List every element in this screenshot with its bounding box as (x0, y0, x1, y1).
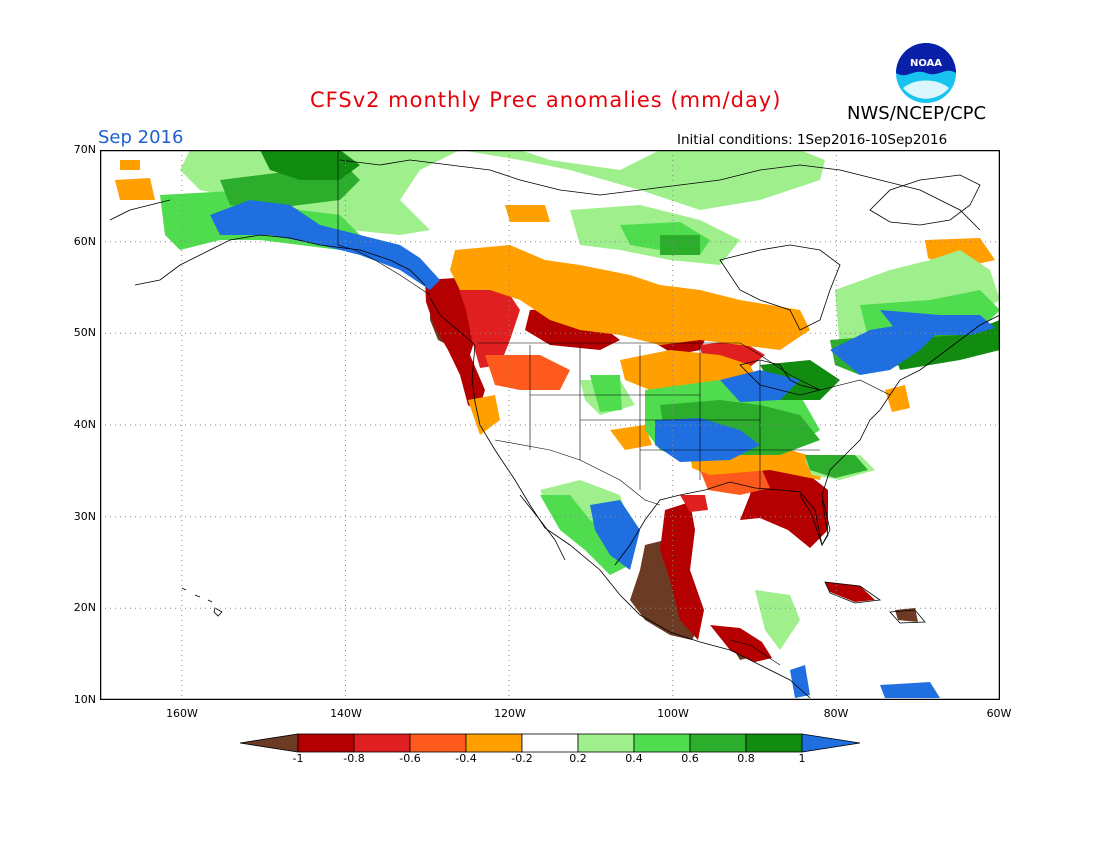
coastline-north-america (429, 297, 811, 699)
coastline-arctic (339, 159, 981, 231)
noaa-logo: NOAA (896, 43, 956, 103)
anomaly-orange-texas (610, 425, 652, 450)
colorbar-label-pos06: 0.6 (681, 752, 699, 765)
colorbar-label-pos1: 1 (798, 752, 806, 765)
coastline-baja (519, 494, 566, 561)
border-central-america (729, 639, 781, 666)
anomaly-blue-caribbean (880, 682, 940, 698)
lon-label-160w: 160W (166, 707, 198, 720)
coastline-lakes (739, 359, 821, 396)
colorbar-swatch-pos06 (689, 733, 747, 753)
border-us-mexico (494, 439, 661, 506)
colorbar-swatch-neg08 (297, 733, 355, 753)
lat-label-10n: 10N (73, 693, 96, 706)
border-us-canada (478, 342, 891, 396)
anomaly-orange-arctic (505, 205, 550, 222)
anomaly-midgreen-west (590, 375, 622, 412)
anomaly-orange-canada (450, 245, 810, 350)
colorbar-swatch-neg04 (409, 733, 467, 753)
lat-label-40n: 40N (73, 418, 96, 431)
colorbar-label-neg08: -0.8 (343, 752, 365, 765)
lat-label-30n: 30N (73, 510, 96, 523)
anomaly-blue-central-america (790, 665, 810, 698)
colorbar-label-pos02: 0.2 (569, 752, 587, 765)
precip-anomaly-map (100, 150, 1000, 700)
coastline-gulf (614, 394, 891, 566)
forecast-month: Sep 2016 (98, 127, 184, 148)
anomaly-darkred-cuba (825, 582, 875, 602)
colorbar-label-pos08: 0.8 (737, 752, 755, 765)
colorbar-label-neg04: -0.4 (455, 752, 477, 765)
lon-label-120w: 120W (494, 707, 526, 720)
anomaly-green-carolinas (805, 455, 868, 478)
anomaly-lightgreen-caribbean (755, 590, 800, 650)
map-title: CFSv2 monthly Prec anomalies (mm/day) (310, 88, 782, 112)
lon-label-60w: 60W (986, 707, 1012, 720)
colorbar-swatch-pos08 (745, 733, 803, 753)
anomaly-red-baja (680, 495, 708, 512)
colorbar-swatch-neg06 (353, 733, 411, 753)
hawaii (181, 587, 223, 617)
lat-label-20n: 20N (73, 601, 96, 614)
anomaly-orange-ca (468, 395, 500, 435)
anomaly-blue-quebec (830, 325, 935, 375)
anomaly-orange-alaska-west (115, 178, 155, 200)
coastline-florida (799, 494, 829, 546)
colorbar-swatch-pos02 (577, 733, 635, 753)
coastline-east (889, 314, 1000, 396)
noaa-logo-text: NOAA (910, 58, 942, 69)
colorbar (240, 733, 861, 753)
coastline-alaska (134, 234, 426, 286)
anomaly-darkred-mexico-gulf (660, 502, 704, 640)
anomaly-red-bc (455, 278, 520, 368)
colorbar-swatch-pos04 (633, 733, 691, 753)
map-frame (100, 150, 1000, 700)
colorbar-swatch-neg02 (465, 733, 523, 753)
gridlines (100, 150, 1000, 700)
colorbar-label-neg1: -1 (292, 752, 304, 765)
anomaly-darkred-central-america (710, 625, 772, 662)
colorbar-label-neg06: -0.6 (399, 752, 421, 765)
lon-label-100w: 100W (657, 707, 689, 720)
colorbar-swatch-lt-neg1 (240, 733, 299, 753)
anomaly-green-baffin (660, 235, 700, 255)
anomaly-blue-labrador (880, 310, 995, 335)
anomaly-orange-alaska-top (120, 160, 140, 170)
anomaly-darkgreen-yukon (260, 150, 360, 180)
anomaly-blue-midwest (655, 418, 760, 462)
colorbar-swatch-gt-1 (801, 733, 861, 753)
initial-conditions: Initial conditions: 1Sep2016-10Sep2016 (677, 132, 948, 148)
lat-label-50n: 50N (73, 326, 96, 339)
border-alaska-canada (337, 150, 431, 296)
lon-label-140w: 140W (330, 707, 362, 720)
coastline-greenland (869, 174, 981, 226)
anomaly-midgreen-mexico (540, 495, 630, 575)
colorbar-swatch-zero (521, 733, 579, 753)
anomaly-blue-mexico (590, 500, 640, 570)
anomaly-orange-newengland (885, 385, 910, 412)
coastline-hispaniola (889, 609, 926, 624)
anomaly-orangered-west (485, 355, 570, 390)
anomaly-blue-alaska (210, 200, 440, 290)
coastline-cuba (824, 581, 882, 604)
agency-label: NWS/NCEP/CPC (847, 103, 987, 124)
colorbar-label-pos04: 0.4 (625, 752, 643, 765)
colorbar-label-neg02: -0.2 (511, 752, 533, 765)
lat-label-70n: 70N (73, 143, 96, 156)
lon-label-80w: 80W (823, 707, 849, 720)
coastline-hudson (719, 244, 841, 331)
anomaly-fields (115, 150, 1000, 698)
lat-label-60n: 60N (73, 235, 96, 248)
coastlines (109, 159, 1000, 699)
coastline-alaska-west (109, 199, 171, 221)
